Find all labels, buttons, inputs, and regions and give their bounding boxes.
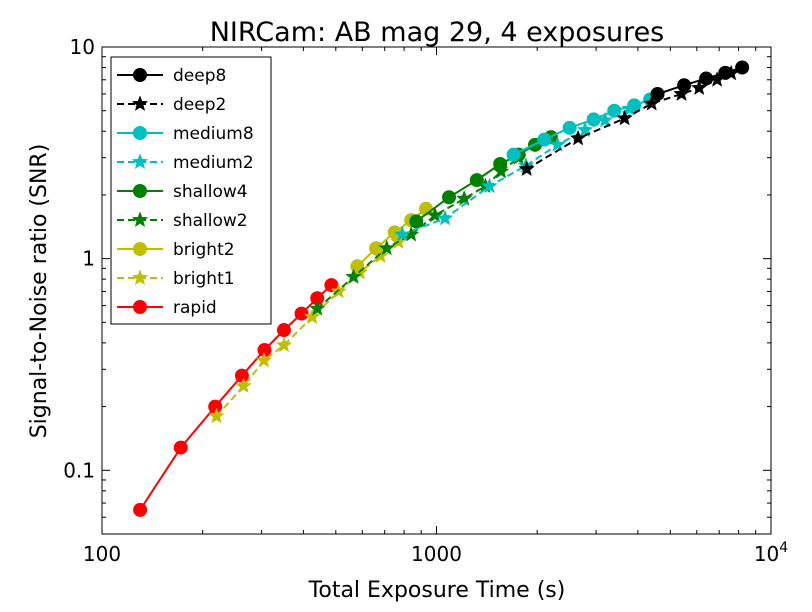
data-point-deep8: [699, 71, 714, 86]
data-point-shallow2: [455, 190, 473, 206]
data-point-rapid: [294, 306, 309, 321]
data-point-shallow2: [345, 268, 362, 284]
x-tick-label: 100: [83, 542, 121, 566]
legend-label-medium8: medium8: [173, 124, 254, 144]
series-line-shallow2: [316, 156, 520, 310]
data-point-shallow4: [469, 173, 484, 188]
legend-label-shallow4: shallow4: [173, 182, 248, 202]
legend-item-medium8: medium8: [117, 124, 254, 144]
legend-label-deep2: deep2: [173, 95, 226, 115]
y-tick-label: 0.1: [63, 458, 95, 482]
data-point-deep8: [677, 78, 692, 93]
legend-label-shallow2: shallow2: [173, 211, 248, 231]
legend-marker-rapid: [133, 300, 147, 314]
data-point-rapid: [133, 502, 148, 517]
data-point-deep2: [518, 160, 535, 177]
data-point-rapid: [234, 368, 249, 383]
legend-item-deep2: deep2: [117, 95, 226, 115]
chart-title: NIRCam: AB mag 29, 4 exposures: [210, 17, 665, 48]
data-point-deep2: [643, 94, 660, 111]
data-point-deep8: [735, 60, 750, 75]
data-point-rapid: [276, 323, 291, 338]
legend-marker-shallow2: [131, 211, 149, 228]
legend-label-deep8: deep8: [173, 66, 226, 86]
data-point-medium2: [481, 177, 498, 194]
data-point-medium8: [627, 98, 642, 113]
data-point-bright1: [303, 308, 321, 325]
data-point-bright1: [235, 377, 252, 394]
legend-label-medium2: medium2: [173, 153, 254, 173]
data-point-medium2: [393, 225, 411, 242]
data-point-medium8: [607, 103, 622, 118]
legend-item-shallow4: shallow4: [117, 182, 248, 202]
y-tick-label: 10: [70, 35, 95, 59]
data-point-bright1: [255, 351, 273, 368]
series-bright2: [350, 201, 433, 274]
data-point-shallow4: [409, 214, 424, 229]
data-point-deep8: [650, 86, 665, 101]
data-point-medium2: [549, 136, 566, 152]
legend: deep8 deep2 medium8 medium2 shallow4 shallow2…: [110, 56, 272, 325]
legend-item-deep8: deep8: [117, 66, 226, 86]
legend-marker-bright2: [133, 242, 147, 256]
data-point-shallow4: [493, 157, 508, 172]
tick-layer: 100 1000 104 0.1 1 10: [63, 35, 788, 566]
data-point-shallow2: [378, 239, 396, 256]
legend-item-medium2: medium2: [117, 153, 254, 173]
data-point-medium8: [537, 132, 552, 147]
series-rapid: [133, 278, 339, 517]
series-layer: [133, 60, 750, 517]
data-point-bright2: [369, 241, 384, 256]
legend-marker-deep8: [133, 68, 147, 82]
legend-label-bright2: bright2: [173, 240, 235, 260]
x-tick-label: 1000: [411, 542, 462, 566]
legend-marker-deep2: [131, 95, 149, 112]
data-point-medium2: [436, 209, 454, 226]
data-point-deep2: [616, 109, 633, 126]
series-line-deep2: [526, 72, 732, 170]
legend-item-bright1: bright1: [117, 269, 235, 289]
data-point-bright1: [275, 336, 293, 353]
legend-label-bright1: bright1: [173, 269, 235, 289]
legend-marker-bright1: [131, 269, 149, 286]
series-deep8: [650, 60, 750, 101]
legend-item-shallow2: shallow2: [117, 211, 248, 231]
data-point-bright1: [208, 407, 225, 424]
legend-marker-medium8: [133, 126, 147, 140]
x-tick-label: 104: [754, 540, 788, 566]
legend-marker-shallow4: [133, 184, 147, 198]
data-point-medium8: [586, 112, 601, 127]
data-point-rapid: [173, 440, 188, 455]
data-point-deep8: [718, 65, 733, 80]
series-medium8: [506, 92, 658, 162]
x-tick-label-exponent: 4: [779, 540, 788, 556]
y-axis-label: Signal-to-Noise ratio (SNR): [27, 144, 52, 439]
data-point-deep2: [690, 79, 708, 96]
data-point-deep2: [569, 129, 587, 146]
y-tick-label: 1: [82, 247, 95, 271]
data-point-shallow2: [308, 299, 326, 316]
data-point-medium2: [576, 121, 594, 138]
legend-item-rapid: rapid: [117, 298, 217, 318]
x-axis-label: Total Exposure Time (s): [308, 578, 566, 603]
data-point-medium8: [562, 120, 577, 135]
data-point-medium8: [506, 147, 521, 162]
legend-label-rapid: rapid: [173, 298, 217, 318]
legend-marker-medium2: [131, 153, 149, 170]
data-point-shallow4: [442, 190, 457, 205]
legend-item-bright2: bright2: [117, 240, 235, 260]
